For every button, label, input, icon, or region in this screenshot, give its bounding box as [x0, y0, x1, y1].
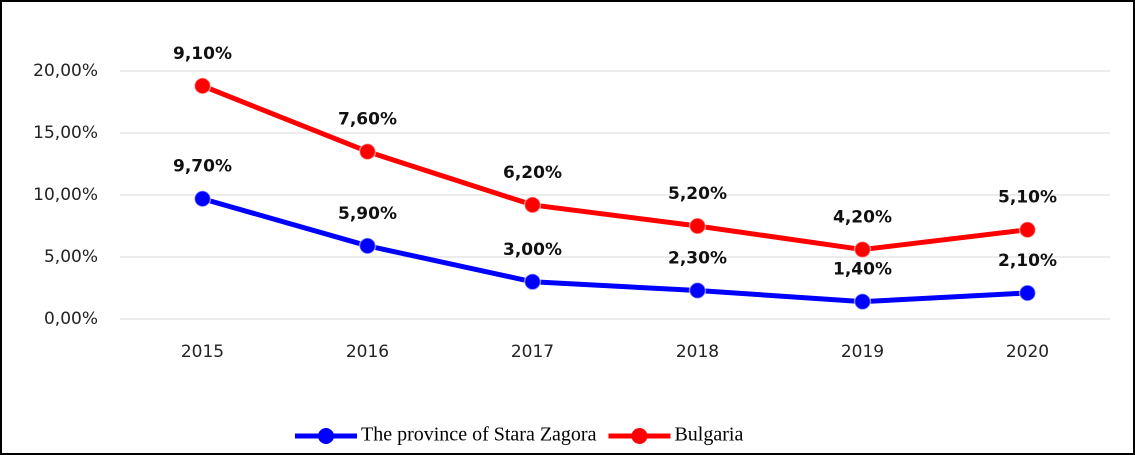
point — [853, 240, 872, 259]
data-label: 4,20% — [833, 208, 892, 228]
point — [358, 237, 377, 255]
x-tick-label: 2020 — [1006, 342, 1049, 362]
point — [688, 281, 707, 300]
x-tick-label: 2018 — [676, 342, 719, 362]
data-label: 2,30% — [668, 248, 727, 268]
data-label: 2,10% — [998, 251, 1057, 271]
point — [523, 273, 542, 291]
legend-marker — [631, 428, 648, 444]
y-tick-label: 10,00% — [33, 185, 98, 205]
x-tick-label: 2019 — [841, 342, 884, 362]
data-label: 6,20% — [503, 163, 562, 183]
point — [688, 217, 707, 235]
y-tick-label: 15,00% — [33, 123, 98, 143]
point — [1018, 284, 1037, 302]
legend-label: Bulgaria — [674, 424, 743, 446]
series-line — [201, 196, 1028, 305]
point — [1018, 220, 1037, 239]
point — [193, 77, 212, 95]
data-label: 1,40% — [833, 260, 892, 280]
point — [523, 196, 542, 214]
point — [193, 189, 212, 208]
point — [358, 142, 377, 161]
data-label: 7,60% — [338, 110, 397, 130]
y-tick-label: 0,00% — [44, 309, 98, 329]
data-label: 3,00% — [503, 240, 562, 260]
legend-label: The province of Stara Zagora — [361, 424, 597, 446]
x-tick-label: 2017 — [511, 342, 554, 362]
data-label: 9,70% — [173, 157, 232, 177]
data-label: 5,20% — [668, 184, 727, 204]
data-label: 9,10% — [173, 44, 232, 64]
data-label: 5,10% — [998, 188, 1057, 208]
series-line — [201, 83, 1028, 253]
legend-marker — [318, 428, 334, 444]
y-tick-label: 5,00% — [44, 247, 98, 267]
data-label: 5,90% — [338, 204, 397, 224]
x-tick-label: 2015 — [181, 342, 224, 362]
point — [853, 292, 872, 311]
x-tick-label: 2016 — [346, 342, 389, 362]
y-tick-label: 20,00% — [33, 61, 98, 81]
